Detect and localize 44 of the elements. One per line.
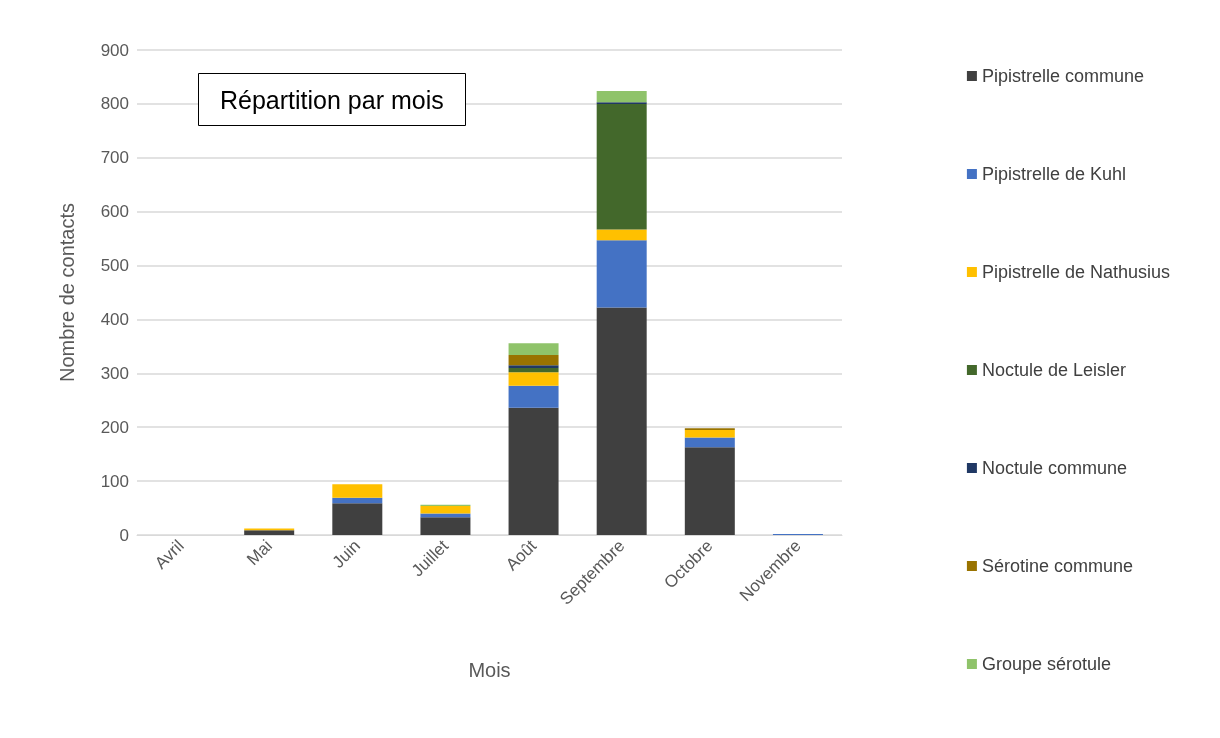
bar (596, 103, 647, 230)
y-tick-label: 300 (100, 363, 129, 383)
bar (508, 372, 559, 386)
bar (508, 385, 559, 408)
bar (508, 343, 559, 356)
legend-label: Pipistrelle commune (981, 66, 1144, 86)
legend-label: Pipistrelle de Nathusius (981, 262, 1171, 282)
bar (684, 437, 735, 448)
legend-label: Noctule commune (981, 458, 1127, 478)
legend-label: Sérotine commune (981, 556, 1133, 576)
bar (508, 365, 559, 368)
bar (508, 355, 559, 366)
legend-label: Groupe sérotule (981, 654, 1111, 674)
bar (332, 484, 383, 498)
y-tick-label: 800 (100, 94, 129, 114)
x-tick-label: Juin (328, 536, 365, 572)
bar (332, 497, 383, 504)
bar (684, 447, 735, 535)
y-tick-label: 0 (119, 525, 129, 545)
bar (508, 407, 559, 535)
legend-label: Pipistrelle de Kuhl (981, 164, 1126, 184)
bar (596, 229, 647, 241)
bar (508, 367, 559, 373)
bar (332, 503, 383, 535)
y-axis-title: Nombre de contacts (56, 203, 78, 382)
y-tick-label: 600 (100, 202, 129, 222)
bar (244, 530, 295, 535)
y-tick-label: 700 (100, 148, 129, 168)
x-tick-label: Mai (243, 536, 276, 570)
bar (684, 429, 735, 438)
bar (420, 505, 471, 514)
y-tick-label: 100 (100, 471, 129, 491)
y-tick-label: 200 (100, 417, 129, 437)
y-tick-label: 900 (100, 40, 129, 60)
bar (420, 517, 471, 535)
y-tick-label: 400 (100, 309, 129, 329)
bar (596, 307, 647, 535)
bar (596, 90, 647, 103)
legend-label: Noctule de Leisler (981, 360, 1126, 380)
y-tick-label: 500 (100, 256, 129, 276)
x-axis-title: Mois (468, 659, 511, 681)
bar (420, 513, 471, 518)
text: Répartition par mois (220, 85, 444, 114)
bar (596, 240, 647, 308)
